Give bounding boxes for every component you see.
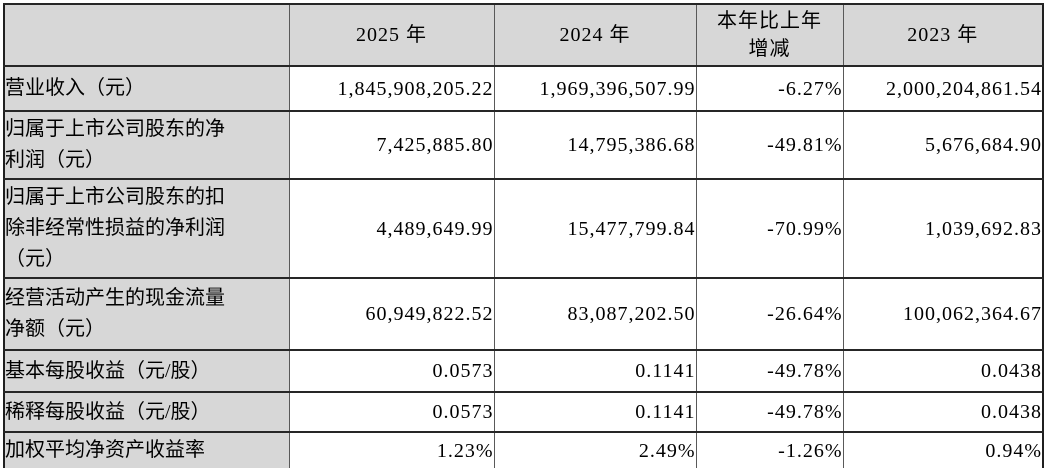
value-2024: 15,477,799.84 (493, 178, 697, 279)
row-label: 归属于上市公司股东的扣 除非经常性损益的净利润 （元） (3, 178, 290, 279)
value-2024: 0.1141 (493, 391, 697, 433)
row-label: 经营活动产生的现金流量 净额（元） (3, 277, 290, 351)
value-2025: 0.0573 (288, 391, 495, 433)
value-yoy: -49.78% (695, 391, 844, 433)
value-2025: 4,489,649.99 (288, 178, 495, 279)
row-label: 基本每股收益（元/股） (3, 349, 290, 393)
header-year-2024: 2024 年 (493, 3, 697, 67)
header-metric-blank (3, 3, 290, 67)
value-yoy: -70.99% (695, 178, 844, 279)
value-2023: 0.94% (842, 431, 1044, 468)
table-row-basic-eps: 基本每股收益（元/股） 0.0573 0.1141 -49.78% 0.0438 (3, 349, 1044, 393)
value-2024: 2.49% (493, 431, 697, 468)
header-yoy-change: 本年比上年 增减 (695, 3, 844, 67)
value-2025: 7,425,885.80 (288, 110, 495, 180)
header-year-2025: 2025 年 (288, 3, 495, 67)
value-2024: 83,087,202.50 (493, 277, 697, 351)
value-2024: 0.1141 (493, 349, 697, 393)
value-yoy: -26.64% (695, 277, 844, 351)
row-label: 归属于上市公司股东的净 利润（元） (3, 110, 290, 180)
row-label: 加权平均净资产收益率 (3, 431, 290, 468)
value-2023: 0.0438 (842, 349, 1044, 393)
value-2025: 60,949,822.52 (288, 277, 495, 351)
value-yoy: -49.81% (695, 110, 844, 180)
table-row-diluted-eps: 稀释每股收益（元/股） 0.0573 0.1141 -49.78% 0.0438 (3, 391, 1044, 433)
value-yoy: -1.26% (695, 431, 844, 468)
table-row-net-profit: 归属于上市公司股东的净 利润（元） 7,425,885.80 14,795,38… (3, 110, 1044, 180)
value-2025: 0.0573 (288, 349, 495, 393)
value-2023: 1,039,692.83 (842, 178, 1044, 279)
value-yoy: -6.27% (695, 65, 844, 112)
table-row-operating-revenue: 营业收入（元） 1,845,908,205.22 1,969,396,507.9… (3, 65, 1044, 112)
value-2025: 1.23% (288, 431, 495, 468)
value-yoy: -49.78% (695, 349, 844, 393)
row-label: 营业收入（元） (3, 65, 290, 112)
value-2024: 1,969,396,507.99 (493, 65, 697, 112)
value-2023: 2,000,204,861.54 (842, 65, 1044, 112)
table-row-operating-cash-flow: 经营活动产生的现金流量 净额（元） 60,949,822.52 83,087,2… (3, 277, 1044, 351)
value-2023: 0.0438 (842, 391, 1044, 433)
table-header-row: 2025 年 2024 年 本年比上年 增减 2023 年 (3, 3, 1044, 67)
row-label: 稀释每股收益（元/股） (3, 391, 290, 433)
value-2025: 1,845,908,205.22 (288, 65, 495, 112)
header-year-2023: 2023 年 (842, 3, 1044, 67)
value-2024: 14,795,386.68 (493, 110, 697, 180)
table-row-net-profit-excl-nonrecurring: 归属于上市公司股东的扣 除非经常性损益的净利润 （元） 4,489,649.99… (3, 178, 1044, 279)
table-row-weighted-avg-roe: 加权平均净资产收益率 1.23% 2.49% -1.26% 0.94% (3, 431, 1044, 468)
value-2023: 100,062,364.67 (842, 277, 1044, 351)
financial-summary-table: 2025 年 2024 年 本年比上年 增减 2023 年 营业收入（元） 1,… (3, 3, 1044, 468)
value-2023: 5,676,684.90 (842, 110, 1044, 180)
